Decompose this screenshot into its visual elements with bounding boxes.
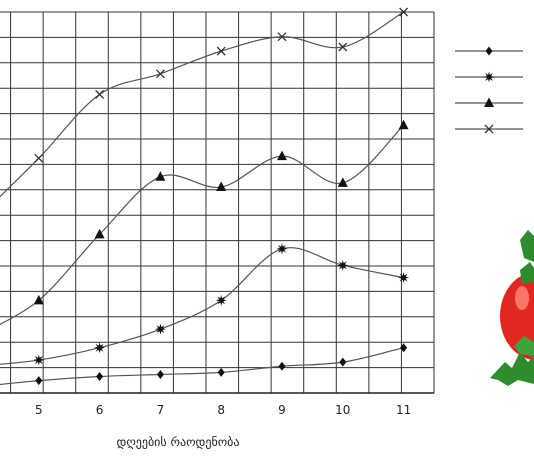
tomato-icon xyxy=(490,230,534,386)
legend-marker-1 xyxy=(485,46,493,56)
data-point xyxy=(278,361,286,371)
legend xyxy=(455,46,523,134)
series-line-4 xyxy=(0,11,404,198)
data-point xyxy=(216,181,227,192)
data-point xyxy=(277,32,287,42)
data-point xyxy=(399,7,409,17)
data-point xyxy=(276,243,288,255)
x-tick-label: 10 xyxy=(335,403,350,417)
data-point xyxy=(398,272,410,284)
data-point xyxy=(34,153,44,163)
data-point xyxy=(94,342,106,354)
series-line-1 xyxy=(0,347,404,386)
series-line-2 xyxy=(0,247,404,365)
x-tick-label: 6 xyxy=(96,403,104,417)
data-point xyxy=(155,69,165,79)
legend-marker-3 xyxy=(484,97,494,107)
x-tick-label: 11 xyxy=(396,403,411,417)
x-tick-label: 8 xyxy=(217,403,225,417)
legend-marker-4 xyxy=(484,124,494,134)
data-point xyxy=(35,376,43,386)
data-point xyxy=(400,343,408,353)
data-point xyxy=(277,150,287,161)
legend-marker-2 xyxy=(483,71,495,83)
data-point xyxy=(337,177,348,187)
x-axis-ticks: 5 6 7 8 9 10 11 xyxy=(35,403,411,417)
data-point xyxy=(154,323,166,335)
data-point xyxy=(33,354,45,366)
data-point xyxy=(337,259,349,271)
data-point xyxy=(338,42,348,52)
series-line-3 xyxy=(0,124,405,325)
x-tick-label: 5 xyxy=(35,403,43,417)
data-point xyxy=(216,46,226,56)
x-tick-label: 9 xyxy=(278,403,286,417)
x-axis-label: დღეების რაოდენობა xyxy=(117,435,240,449)
data-point xyxy=(95,89,105,99)
series-lines xyxy=(0,11,405,386)
data-point xyxy=(217,367,225,377)
series-markers xyxy=(33,7,410,386)
data-point xyxy=(96,372,104,382)
chart-grid xyxy=(0,11,435,394)
data-point xyxy=(215,294,227,306)
data-point xyxy=(33,294,44,305)
data-point xyxy=(155,171,166,181)
data-point xyxy=(94,228,105,239)
data-point xyxy=(339,357,347,367)
data-point xyxy=(398,119,409,130)
x-tick-label: 7 xyxy=(157,403,165,417)
data-point xyxy=(156,369,164,379)
